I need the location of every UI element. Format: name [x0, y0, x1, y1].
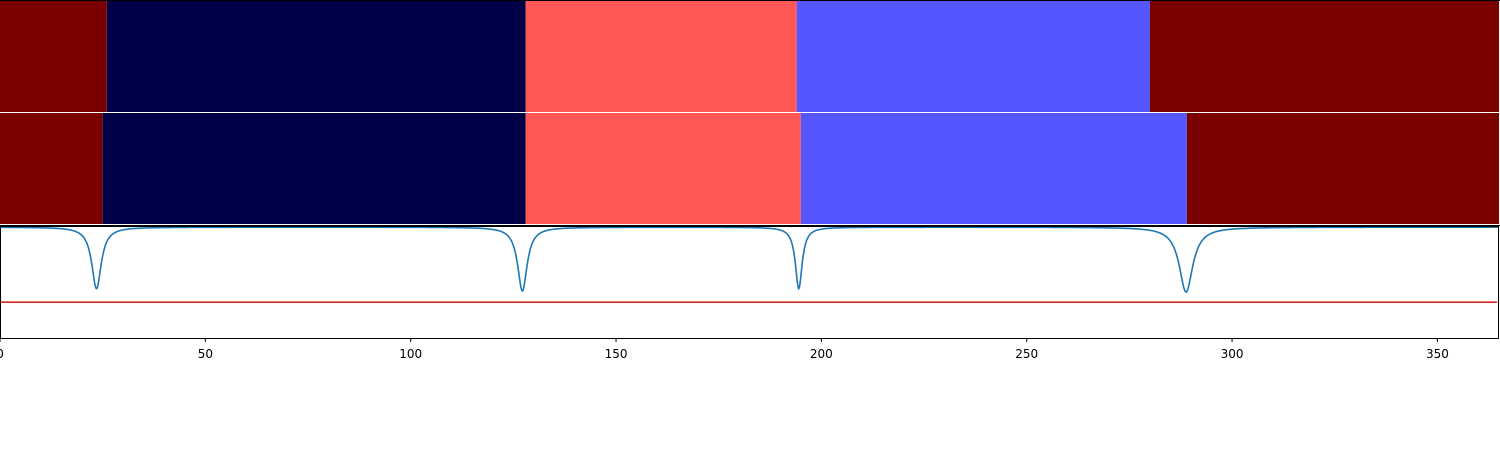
- signal-panel-background: [0, 226, 1499, 338]
- track-2-segment-3: [525, 113, 801, 224]
- track-1: [0, 1, 1499, 112]
- segment-tracks: [0, 0, 1500, 226]
- x-axis: 0 50 100 150 200 250 300 350: [0, 338, 1449, 361]
- track-1-segment-2: [106, 1, 526, 112]
- x-tick-label: 150: [605, 347, 628, 361]
- track-2-segment-4: [800, 113, 1187, 224]
- track-1-segment-5: [1149, 1, 1499, 112]
- track-2-segment-2: [102, 113, 526, 224]
- signal-line: [0, 226, 1499, 293]
- signal-panel-frame: [0, 226, 1499, 339]
- x-tick-label: 200: [810, 347, 833, 361]
- x-tick-label: 100: [399, 347, 422, 361]
- track-2-segment-5: [1186, 113, 1499, 224]
- x-tick-label: 350: [1426, 347, 1449, 361]
- signal-panel: [0, 226, 1499, 339]
- track-1-segment-4: [796, 1, 1150, 112]
- track-1-segment-1: [0, 1, 107, 112]
- track-1-segment-3: [525, 1, 797, 112]
- track-2: [0, 113, 1499, 224]
- x-tick-label: 50: [198, 347, 213, 361]
- x-tick-label: 300: [1221, 347, 1244, 361]
- track-2-segment-1: [0, 113, 103, 224]
- x-tick-label: 250: [1015, 347, 1038, 361]
- x-tick-label: 0: [0, 347, 4, 361]
